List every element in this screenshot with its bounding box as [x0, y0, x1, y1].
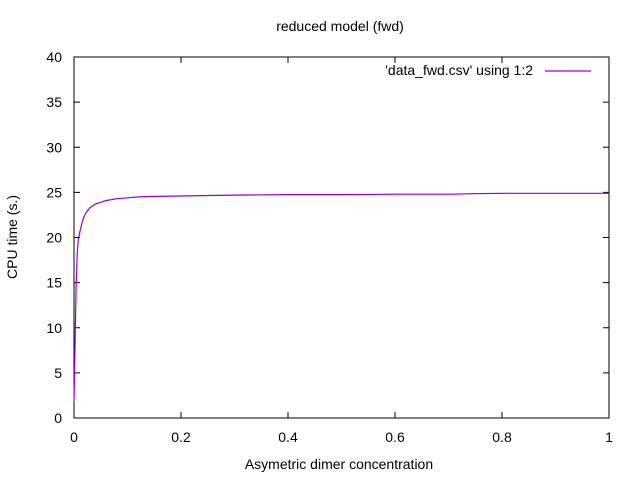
- y-tick-label: 35: [46, 94, 62, 110]
- series-line: [73, 192, 609, 402]
- legend-label: 'data_fwd.csv' using 1:2: [385, 62, 533, 78]
- x-tick-label: 1: [605, 429, 613, 445]
- x-tick-label: 0.8: [492, 429, 512, 445]
- y-tick-label: 15: [46, 275, 62, 291]
- x-axis-label: Asymetric dimer concentration: [245, 456, 433, 472]
- y-tick-label: 40: [46, 49, 62, 65]
- plot-frame: [73, 56, 610, 419]
- y-tick-label: 10: [46, 320, 62, 336]
- chart-title: reduced model (fwd): [276, 18, 404, 34]
- x-tick-label: 0: [70, 429, 78, 445]
- y-tick-label: 20: [46, 230, 62, 246]
- axis-ticks: 0 5 10 15 20 25 30 35 40 0 0.2 0.4 0.6 0.8 1: [46, 49, 613, 445]
- y-tick-label: 0: [54, 410, 62, 426]
- x-tick-label: 0.2: [171, 429, 191, 445]
- y-tick-label: 25: [46, 184, 62, 200]
- y-axis-label: CPU time (s.): [4, 195, 20, 279]
- series-layer: [73, 192, 609, 402]
- y-tick-label: 30: [46, 139, 62, 155]
- y-tick-label: 5: [54, 365, 62, 381]
- legend: 'data_fwd.csv' using 1:2: [385, 62, 591, 78]
- x-tick-label: 0.4: [278, 429, 298, 445]
- x-tick-label: 0.6: [385, 429, 405, 445]
